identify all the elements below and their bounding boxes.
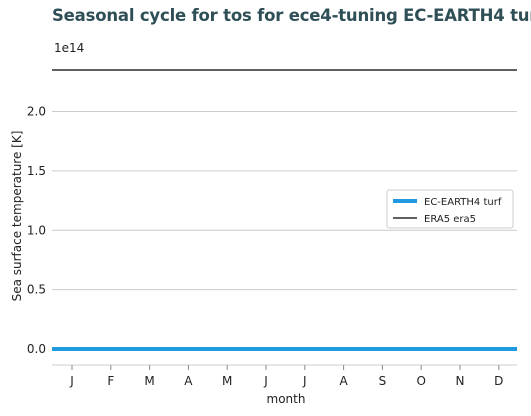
x-tick-label: J	[263, 374, 268, 388]
x-tick-label: M	[144, 374, 154, 388]
legend-label: ERA5 era5	[424, 214, 476, 225]
x-tick-label: F	[107, 374, 114, 388]
y-tick-label: 0.0	[27, 342, 46, 356]
grid-lines	[52, 111, 517, 350]
legend-box	[386, 189, 514, 229]
x-tick-label: D	[494, 374, 503, 388]
x-tick-label: O	[416, 374, 425, 388]
x-tick-label: M	[222, 374, 232, 388]
x-tick-label: N	[456, 374, 465, 388]
axes: 0.0 0.5 1.0 1.5 2.0 J F M A M J J A S O N D 1e14 month Sea …	[10, 41, 517, 406]
x-axis-label: month	[267, 392, 306, 406]
y-axis-label: Sea surface temperature [K]	[10, 131, 24, 302]
y-tick-label: 2.0	[27, 105, 46, 119]
legend-label: EC-EARTH4 turf	[424, 197, 502, 208]
x-tick-label: A	[339, 374, 348, 388]
y-offset-label: 1e14	[54, 41, 84, 55]
chart-title: Seasonal cycle for tos for ece4-tuning E…	[52, 6, 531, 25]
legend: EC-EARTH4 turf ERA5 era5	[386, 189, 514, 229]
y-tick-label: 1.5	[27, 164, 46, 178]
series-lines	[52, 69, 517, 351]
x-tick-label: J	[69, 374, 74, 388]
x-tick-label: A	[184, 374, 193, 388]
x-tick-label: S	[379, 374, 387, 388]
y-tick-label: 1.0	[27, 223, 46, 237]
y-tick-label: 0.5	[27, 283, 46, 297]
x-tick-label: J	[302, 374, 307, 388]
